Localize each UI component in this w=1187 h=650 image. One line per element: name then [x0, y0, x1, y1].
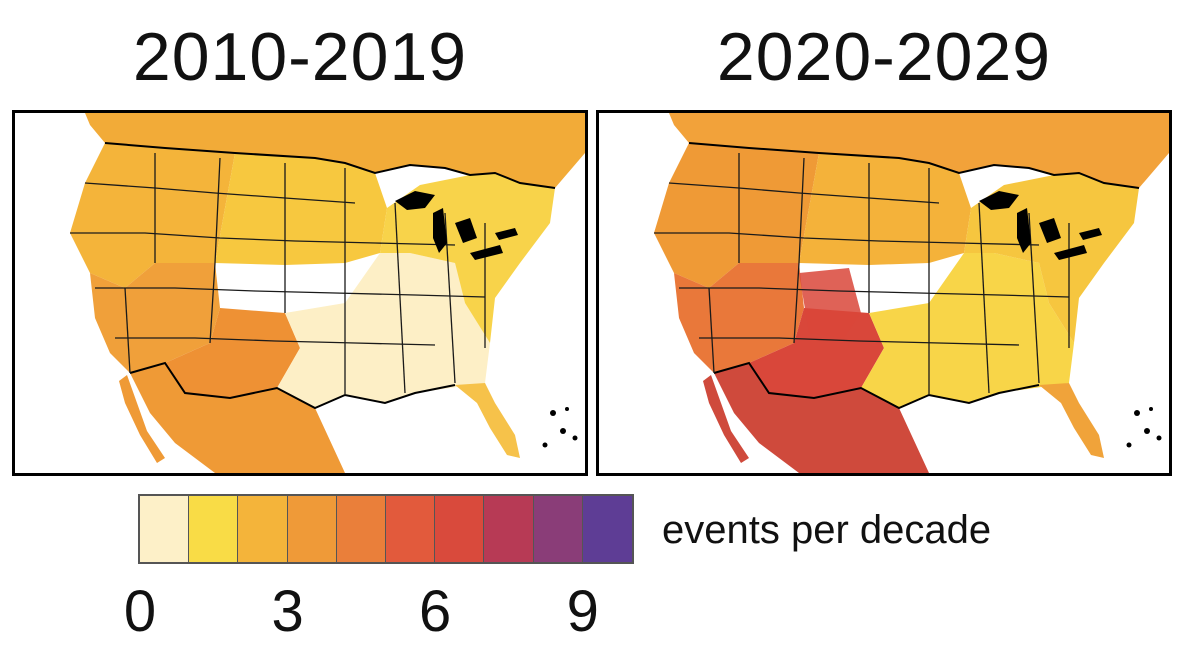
colorbar-box-1 [189, 496, 239, 562]
map-panel-2010-2019 [12, 110, 588, 476]
colorbar-box-5 [385, 496, 436, 562]
north-america-map-2010-2019 [15, 113, 585, 473]
state-borders [70, 153, 486, 395]
colorbar-box-7 [484, 496, 534, 562]
caribbean-islands [1126, 407, 1162, 448]
north-central-region [799, 153, 971, 265]
west-region [90, 263, 220, 373]
north-central-region [215, 153, 387, 265]
north-america-map-2020-2029 [599, 113, 1169, 473]
mexico-region [130, 363, 345, 473]
west-region [674, 263, 804, 373]
colorbar-tick-3: 3 [271, 579, 304, 644]
florida-region [455, 383, 520, 458]
great-lakes [979, 191, 1102, 260]
colorbar-box-8 [533, 496, 583, 562]
mexico-region [714, 363, 929, 473]
southeast-region [861, 253, 1074, 408]
country-borders [104, 142, 556, 410]
four-corners-hotspot [799, 268, 861, 338]
colorbar-box-4 [336, 496, 386, 562]
caribbean-islands [542, 407, 578, 448]
northwest-region [70, 143, 235, 288]
colorbar-tick-6: 6 [419, 579, 452, 644]
country-borders [688, 142, 1140, 410]
panel-title-2010-2019: 2010-2019 [132, 19, 468, 95]
panel-title-2020-2029: 2020-2029 [716, 19, 1052, 95]
map-panel-2020-2029 [596, 110, 1172, 476]
northwest-region [654, 143, 819, 288]
colorbar-box-2 [238, 496, 288, 562]
canada-region [85, 113, 585, 188]
colorbar-unit-label: events per decade [662, 508, 992, 552]
great-lakes [395, 191, 518, 260]
state-borders [654, 153, 1070, 395]
baja-peninsula [703, 375, 749, 463]
northeast-region [964, 173, 1139, 343]
baja-peninsula [119, 375, 165, 463]
colorbar-box-6 [435, 496, 485, 562]
colorbar-legend [138, 494, 634, 564]
southeast-region [277, 253, 490, 408]
colorbar-box-0 [140, 496, 190, 562]
southwest-region [165, 308, 300, 398]
florida-region [1039, 383, 1104, 458]
northeast-region [380, 173, 555, 343]
colorbar-tick-9: 9 [566, 579, 599, 644]
colorbar-box-3 [287, 496, 337, 562]
canada-region [669, 113, 1169, 188]
colorbar-box-9 [582, 496, 632, 562]
colorbar-tick-0: 0 [123, 579, 157, 644]
southwest-region [749, 308, 884, 398]
